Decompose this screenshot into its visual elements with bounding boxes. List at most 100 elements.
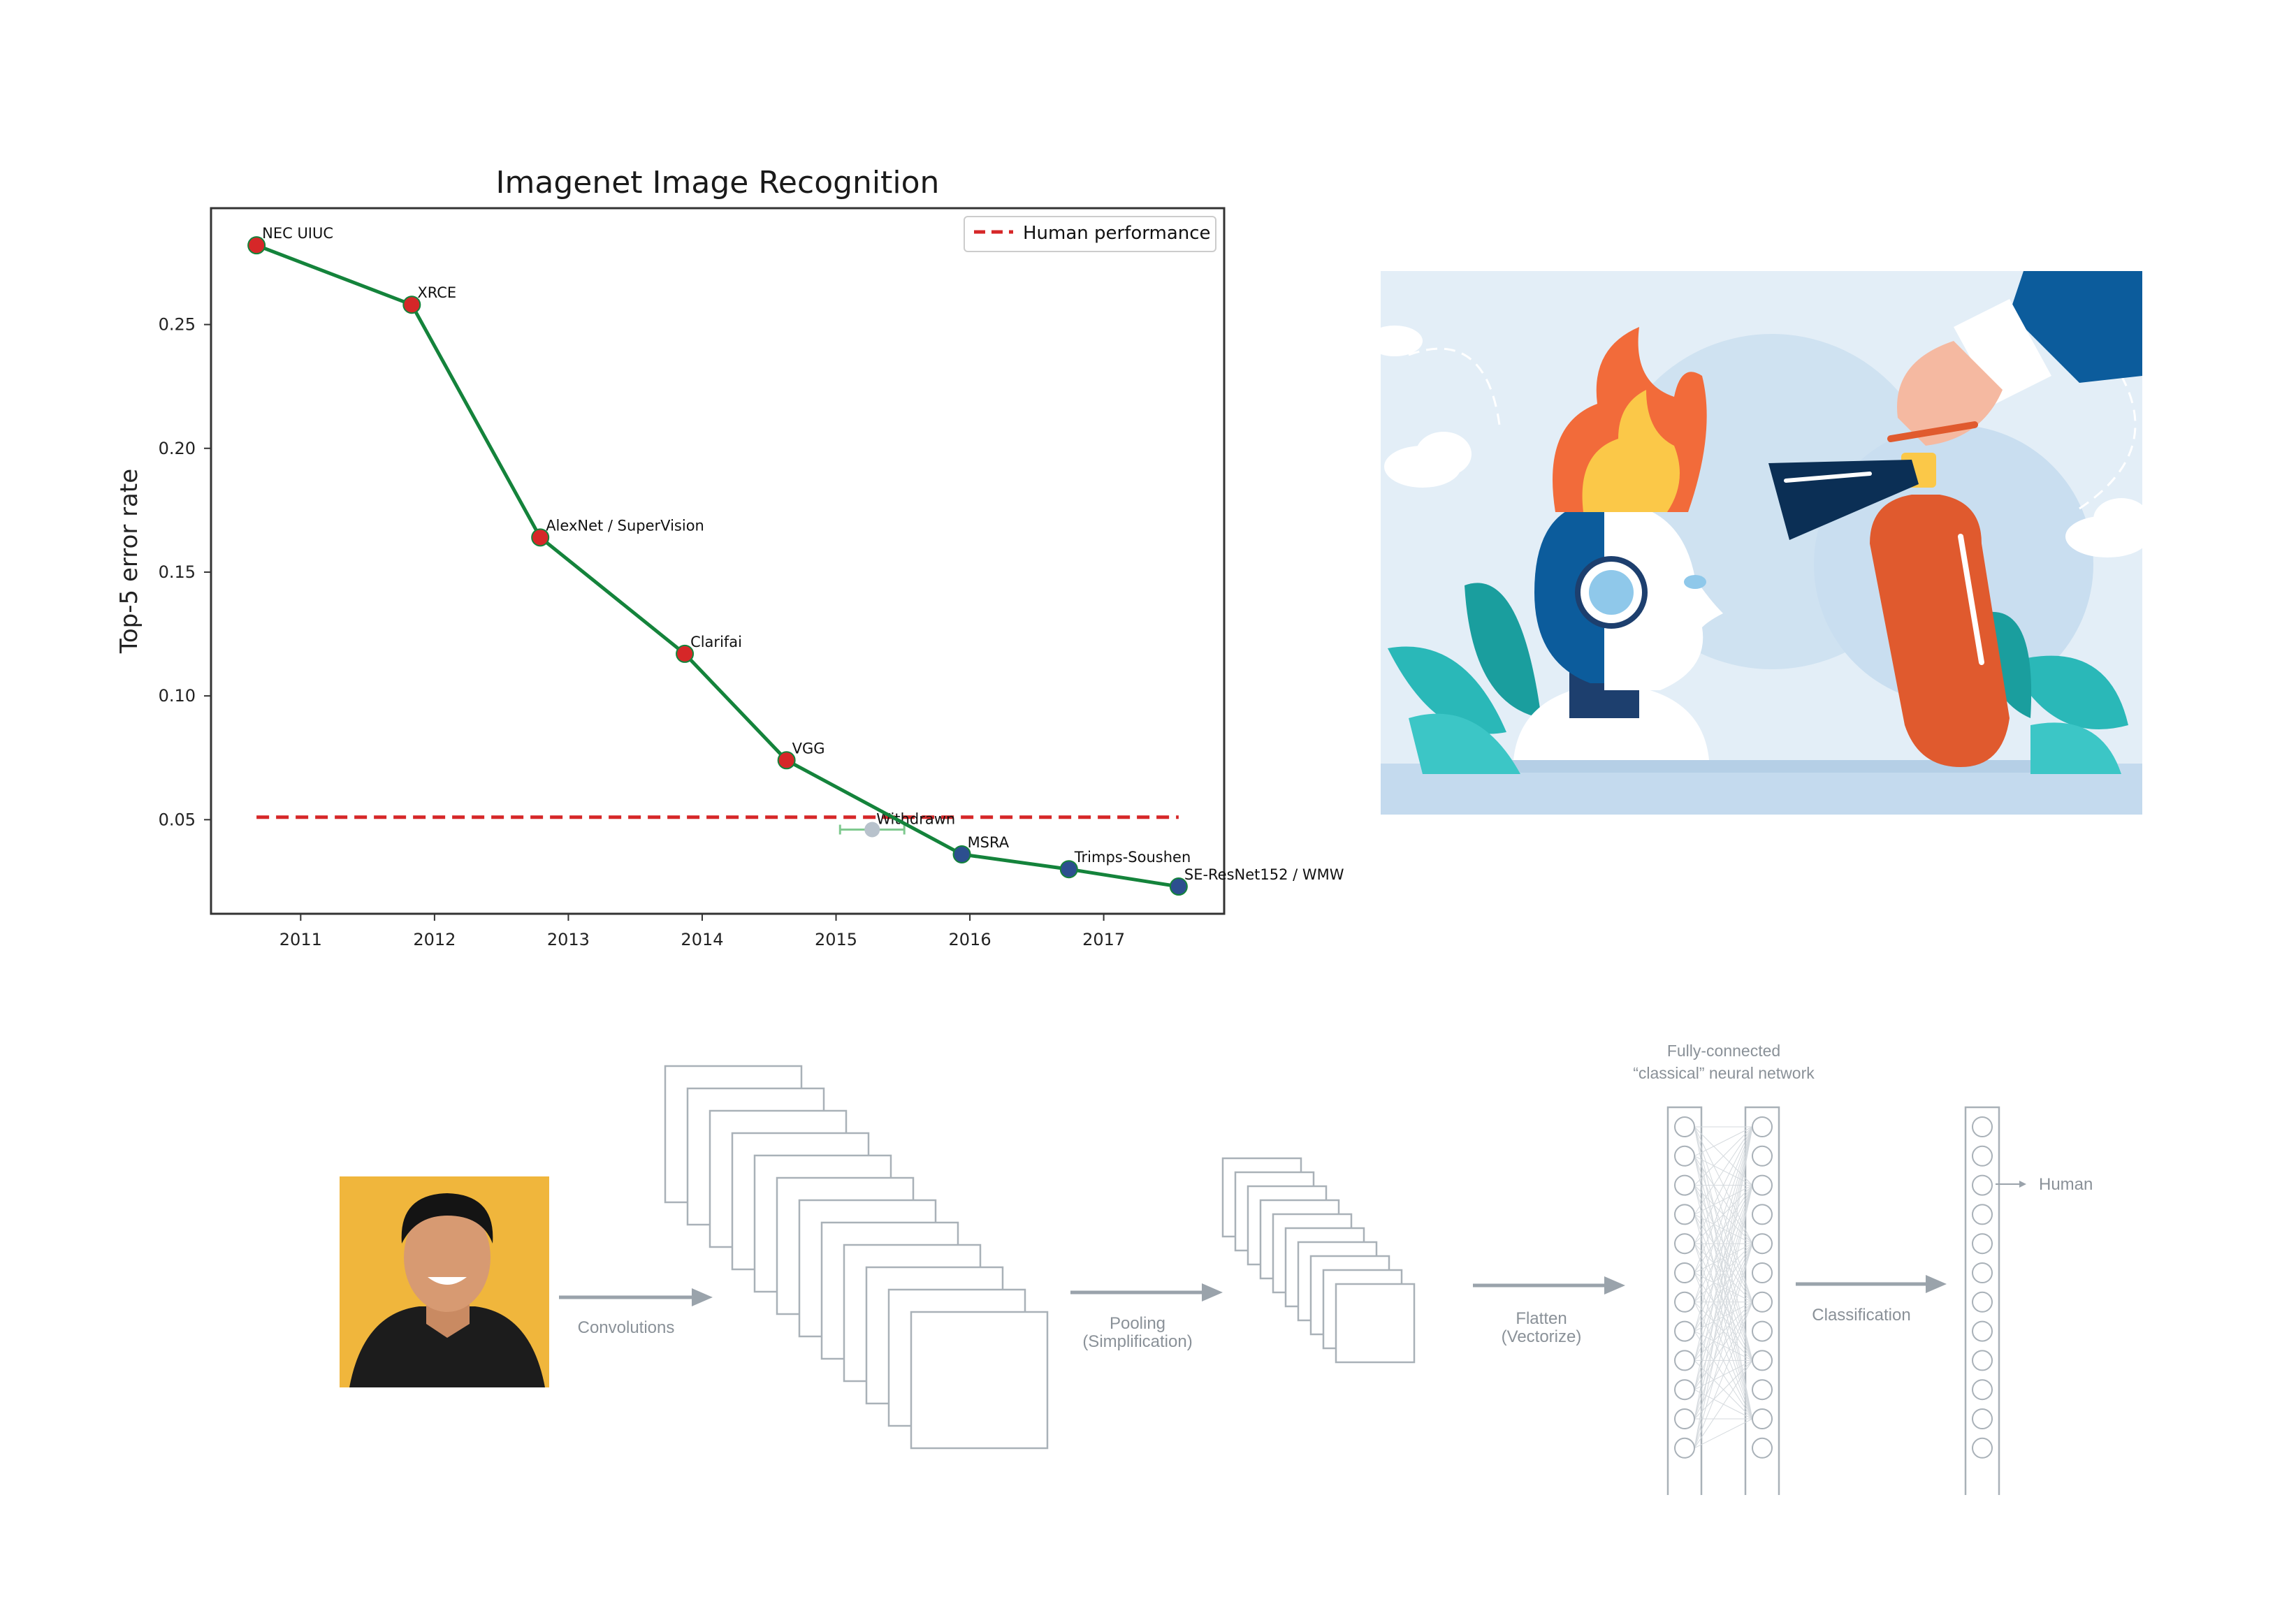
eye <box>1684 575 1706 589</box>
cloud-icon <box>1381 326 1423 356</box>
arrow-icon <box>1070 1283 1223 1301</box>
neuron <box>1674 1408 1695 1429</box>
y-tick-label: 0.15 <box>159 562 196 582</box>
neuron <box>1752 1116 1773 1137</box>
connection <box>1694 1126 1753 1332</box>
neuron <box>1972 1204 1993 1225</box>
arrow-icon <box>559 1288 713 1306</box>
neuron <box>1752 1204 1773 1225</box>
neuron <box>1674 1437 1695 1459</box>
y-tick-label: 0.10 <box>159 686 196 706</box>
point-labels: NEC UIUC XRCE AlexNet / SuperVision Clarifa… <box>262 225 1344 883</box>
hidden-layer-box <box>1744 1106 1780 1495</box>
point-label: SE-ResNet152 / WMW <box>1184 866 1344 883</box>
imagenet-chart: Imagenet Image Recognition 0.050.100.150… <box>115 165 1344 949</box>
pooled-feature-maps <box>1221 1157 1416 1364</box>
chart-title: Imagenet Image Recognition <box>496 165 940 200</box>
connection <box>1694 1126 1753 1302</box>
input-layer-box <box>1666 1106 1703 1495</box>
neuron <box>1674 1145 1695 1167</box>
data-point <box>676 644 695 663</box>
pooled-map <box>1335 1283 1416 1364</box>
convolutions-label: Convolutions <box>578 1318 675 1337</box>
y-axis-label: Top-5 error rate <box>115 469 143 654</box>
neuron <box>1674 1174 1695 1196</box>
connection <box>1694 1126 1753 1186</box>
connection <box>1694 1126 1753 1244</box>
headphone-inner <box>1589 570 1634 615</box>
data-point <box>247 236 266 255</box>
connection <box>1694 1301 1753 1448</box>
neuron <box>1972 1291 1993 1313</box>
y-axis-ticks: 0.05 0.10 0.15 0.20 0.25 <box>159 315 211 829</box>
dashed-arc <box>1408 347 1501 425</box>
output-layer <box>1964 1106 2000 1495</box>
pooling-label: Pooling <box>1110 1314 1165 1333</box>
classical-network-label: “classical” neural network <box>1633 1064 1815 1082</box>
neuron <box>1674 1262 1695 1283</box>
head-face <box>1604 502 1723 690</box>
neuron <box>1674 1204 1695 1225</box>
legend-label: Human performance <box>1023 223 1211 244</box>
arrow-icon <box>1996 1181 2026 1188</box>
data-point <box>1169 877 1188 896</box>
data-point <box>1059 860 1078 879</box>
neuron <box>1674 1350 1695 1371</box>
arrow-icon <box>1796 1275 1947 1293</box>
x-tick-label: 2013 <box>547 930 590 949</box>
neuron <box>1752 1408 1773 1429</box>
output-layer-box <box>1964 1106 2000 1495</box>
neuron <box>1752 1291 1773 1313</box>
point-label: Trimps-Soushen <box>1074 849 1191 866</box>
portrait-face <box>404 1203 491 1312</box>
connection <box>1694 1185 1753 1448</box>
neuron <box>1972 1437 1993 1459</box>
connection <box>1694 1126 1753 1420</box>
neuron <box>1674 1116 1695 1137</box>
ai-head-extinguisher-illustration <box>1381 271 2142 815</box>
connection <box>1694 1185 1753 1420</box>
output-human-label: Human <box>2039 1175 2093 1194</box>
neuron <box>1752 1379 1773 1401</box>
neuron <box>1972 1145 1993 1167</box>
data-points <box>247 236 1188 896</box>
fully-connected-label: Fully-connected <box>1667 1042 1780 1060</box>
withdrawn-marker: Withdrawn <box>838 811 955 838</box>
feature-map <box>910 1311 1049 1450</box>
connection <box>1694 1126 1753 1274</box>
x-tick-label: 2015 <box>815 930 857 949</box>
point-label: VGG <box>792 740 825 757</box>
neuron <box>1972 1379 1993 1401</box>
fully-connected-network <box>1666 1106 1780 1495</box>
point-label: Clarifai <box>690 634 742 650</box>
withdrawn-label: Withdrawn <box>876 811 955 828</box>
flatten-label: Flatten <box>1516 1309 1567 1328</box>
vectorize-label: (Vectorize) <box>1502 1327 1582 1346</box>
head-back <box>1534 502 1604 683</box>
dashed-arc-right <box>2079 375 2137 510</box>
convolution-feature-maps <box>664 1065 1049 1450</box>
error-rate-line <box>256 243 1179 889</box>
neuron <box>1972 1408 1993 1429</box>
connection <box>1694 1126 1753 1361</box>
neuron <box>1752 1174 1773 1196</box>
connection <box>1694 1126 1753 1448</box>
point-label: XRCE <box>417 284 456 301</box>
point-label: NEC UIUC <box>262 225 333 242</box>
neuron <box>1674 1379 1695 1401</box>
point-label: MSRA <box>968 834 1010 851</box>
point-label: AlexNet / SuperVision <box>546 517 704 534</box>
cuff <box>1954 299 2051 404</box>
sleeve <box>2010 271 2142 383</box>
connection <box>1694 1360 1753 1449</box>
neuron <box>1674 1320 1695 1342</box>
neuron <box>1972 1320 1993 1342</box>
leaf-icon <box>1388 583 1541 774</box>
data-point <box>777 751 796 770</box>
neuron <box>1752 1320 1773 1342</box>
cloud-icon <box>2065 498 2142 557</box>
x-tick-label: 2012 <box>413 930 456 949</box>
x-tick-label: 2017 <box>1082 930 1125 949</box>
connection <box>1694 1360 1753 1420</box>
neuron <box>1752 1350 1773 1371</box>
